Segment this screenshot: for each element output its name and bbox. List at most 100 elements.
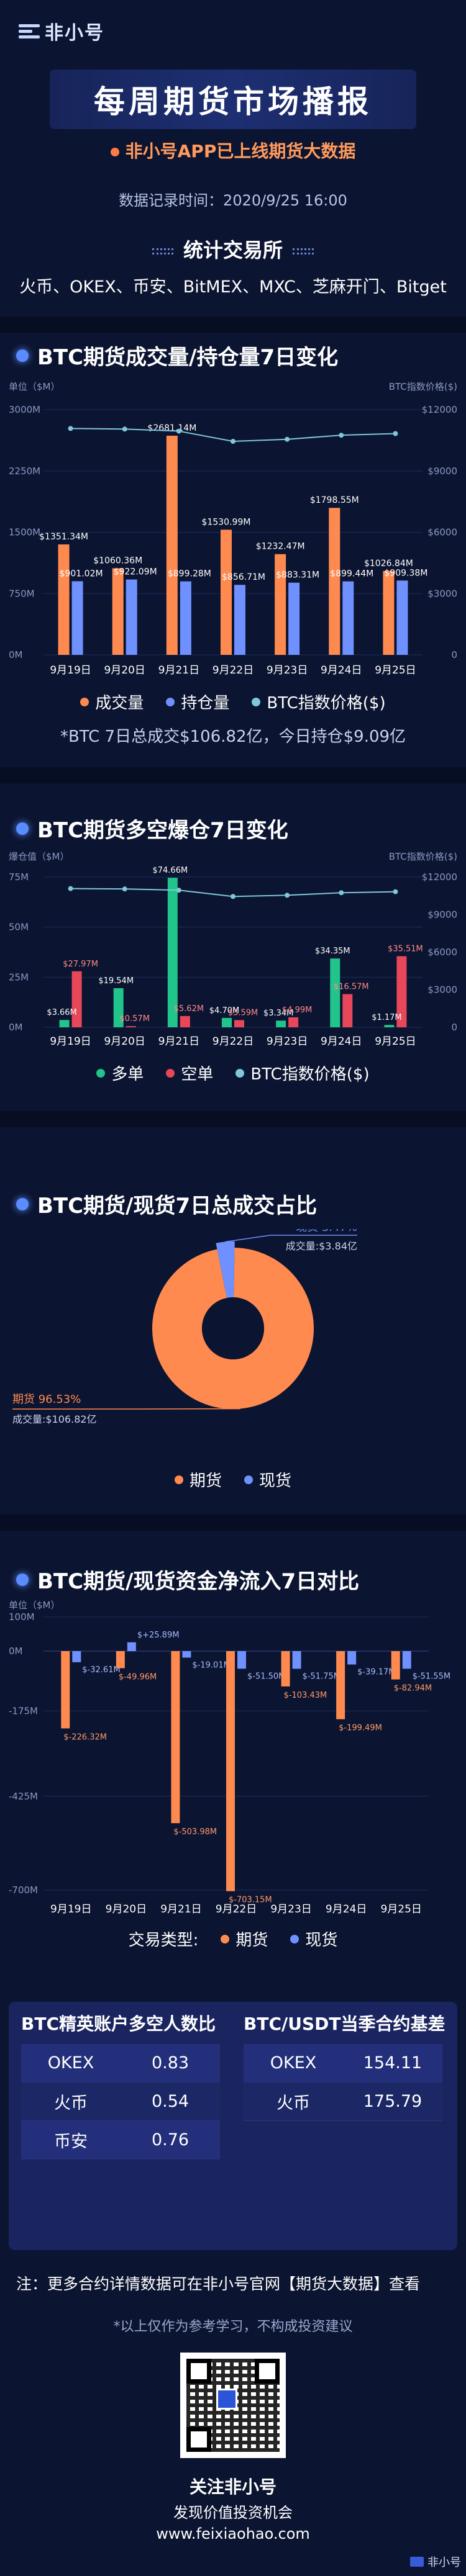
x-tick-label: 9月23日	[270, 1903, 311, 1916]
exchanges-title-text: 统计交易所	[183, 238, 283, 262]
bar-spot-netflow	[237, 1651, 246, 1669]
data-label-short: $3.59M	[228, 1008, 258, 1017]
y-tick-label-right: 0	[451, 1022, 457, 1033]
bar-futures-netflow	[391, 1651, 400, 1680]
data-label-short: $5.62M	[174, 1004, 204, 1014]
y-axis-title-left: 单位（$M）	[9, 381, 60, 392]
x-tick-label: 9月20日	[104, 664, 145, 677]
btc-price-point	[231, 894, 235, 899]
data-label-spot: $-19.01M	[192, 1660, 230, 1670]
btc-price-point	[176, 428, 181, 434]
pie-slice-spot	[216, 1241, 235, 1298]
subtitle: 非小号APP已上线期货大数据	[0, 138, 466, 163]
x-tick-label: 9月22日	[216, 1903, 257, 1916]
table-row: OKEX 154.11	[244, 2044, 442, 2083]
table-row: 火币 0.54	[21, 2083, 220, 2121]
legend-item-short: 空单	[166, 1061, 213, 1084]
stats-panel: BTC精英账户多空人数比 BTC/USDT当季合约基差 OKEX 0.83 火币 0…	[9, 2002, 457, 2250]
data-label-short: $27.97M	[63, 960, 98, 969]
data-label-futures: $-199.49M	[339, 1724, 382, 1733]
pie-sub-spot: 成交量:$3.84亿	[286, 1240, 357, 1252]
pie-slice-futures	[152, 1248, 314, 1409]
data-label-futures: $-226.32M	[63, 1732, 107, 1742]
basis-title: BTC/USDT当季合约基差	[244, 2014, 445, 2034]
legend-item-volume: 成交量	[80, 690, 144, 713]
pie-hole	[202, 1297, 264, 1359]
watermark: 非小号	[410, 2554, 461, 2570]
long-short-ratio-table: OKEX 0.83 火币 0.54 币安 0.76	[21, 2044, 220, 2159]
bar-openinterest	[126, 579, 137, 655]
bar-short-liquidation	[126, 1026, 136, 1027]
section1-legend: 成交量 持仓量 BTC指数价格($)	[0, 690, 466, 713]
data-label-openinterest: $856.71M	[222, 572, 265, 582]
legend-item-spot: 现货	[290, 1927, 337, 1950]
y-tick-label: 75M	[9, 871, 29, 883]
exchanges-title: 统计交易所	[0, 235, 466, 263]
page-title-banner: 每周期货市场播报	[50, 70, 416, 129]
data-label-short: $0.57M	[119, 1014, 149, 1024]
page-title: 每周期货市场播报	[94, 84, 372, 120]
subtitle-text: 非小号APP已上线期货大数据	[125, 141, 356, 161]
section3-title: BTC期货/现货7日总成交占比	[16, 1189, 317, 1219]
bar-long-liquidation	[276, 1020, 286, 1027]
y-axis-title-left: 单位（$M）	[9, 1600, 60, 1611]
legend-item-futures: 期货	[221, 1927, 268, 1950]
x-tick-label: 9月21日	[158, 664, 199, 677]
x-tick-label: 9月24日	[321, 1035, 362, 1048]
leader-line-spot	[225, 1235, 357, 1243]
legend-item-long: 多单	[96, 1061, 144, 1084]
data-label-volume: $1026.84M	[364, 559, 413, 569]
y-tick-label: 100M	[9, 1611, 35, 1623]
y-tick-label-right: $3000	[427, 984, 457, 996]
bar-futures-netflow	[226, 1651, 235, 1891]
x-tick-label: 9月19日	[50, 664, 91, 677]
x-tick-label: 9月19日	[50, 1035, 91, 1048]
y-axis-title-right: BTC指数价格($)	[389, 381, 457, 392]
data-label-volume: $1232.47M	[256, 542, 305, 552]
y-tick-label-right: $9000	[427, 909, 457, 921]
bar-futures-netflow	[171, 1651, 180, 1824]
deco-left-icon	[152, 248, 173, 254]
section4-title-text: BTC期货/现货资金净流入7日对比	[37, 1569, 360, 1594]
logo-text: 非小号	[45, 22, 104, 44]
section-dot-icon	[16, 349, 29, 362]
bar-long-liquidation	[167, 878, 178, 1027]
bar-futures-netflow	[116, 1651, 125, 1669]
website-link[interactable]: www.feixiaohao.com	[156, 2525, 310, 2542]
data-label-openinterest: $909.38M	[384, 568, 427, 578]
data-label-long: $3.34M	[263, 1009, 293, 1018]
record-time: 数据记录时间：2020/9/25 16:00	[119, 192, 347, 209]
btc-price-point	[231, 439, 235, 444]
section-dot-icon	[16, 1573, 29, 1586]
data-label-openinterest: $901.02M	[60, 569, 103, 579]
btc-price-point	[285, 436, 290, 442]
bar-volume	[329, 508, 340, 655]
bar-long-liquidation	[330, 958, 340, 1027]
y-tick-label: 50M	[9, 922, 29, 933]
slogan: 发现价值投资机会	[173, 2504, 293, 2521]
y-axis-title-left: 爆仓值（$M）	[9, 851, 70, 862]
data-label-volume: $1351.34M	[39, 532, 88, 542]
data-label-spot: $-51.55M	[413, 1672, 450, 1681]
x-tick-label: 9月24日	[326, 1903, 367, 1916]
bar-short-liquidation	[342, 994, 353, 1027]
y-tick-label: 750M	[9, 588, 35, 599]
section-divider	[0, 767, 466, 783]
data-label-spot: $-32.61M	[82, 1665, 120, 1675]
bar-spot-netflow	[292, 1651, 301, 1669]
data-label-openinterest: $922.09M	[114, 567, 157, 577]
bar-short-liquidation	[234, 1020, 244, 1027]
data-label-volume: $1530.99M	[202, 517, 251, 527]
section-dot-icon	[16, 822, 29, 835]
logo-icon	[19, 24, 40, 38]
disclaimer: *以上仅作为参考学习，不构成投资建议	[113, 2319, 353, 2335]
section2-title-text: BTC期货多空爆仓7日变化	[37, 818, 288, 843]
btc-price-point	[122, 426, 127, 432]
y-tick-label-right: $6000	[427, 947, 457, 958]
data-label-long: $74.66M	[152, 866, 188, 875]
bar-futures-netflow	[61, 1651, 70, 1729]
bar-openinterest	[396, 580, 408, 655]
data-label-volume: $1798.55M	[310, 495, 359, 505]
brand-logo: 非小号	[19, 17, 104, 45]
bar-short-liquidation	[180, 1016, 190, 1027]
